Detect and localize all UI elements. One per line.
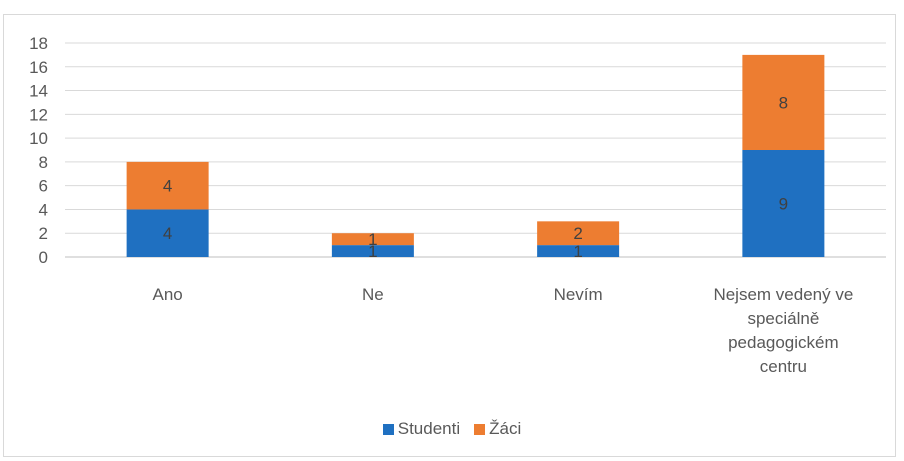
- y-tick-label: 18: [29, 34, 48, 53]
- legend-swatch-zaci: [474, 423, 486, 435]
- data-label: 2: [573, 224, 582, 243]
- category-label: pedagogickém: [728, 333, 839, 352]
- y-tick-label: 16: [29, 58, 48, 77]
- y-tick-label: 10: [29, 129, 48, 148]
- bar-studenti-1: [331, 245, 414, 257]
- category-label: centru: [760, 357, 807, 376]
- legend-label-zaci: Žáci: [489, 419, 522, 438]
- bar-ci-2: [537, 221, 620, 246]
- data-label: 1: [368, 242, 377, 261]
- data-label: 1: [368, 230, 377, 249]
- data-label: 4: [163, 177, 172, 196]
- y-tick-label: 12: [29, 105, 48, 124]
- y-tick-label: 2: [39, 224, 48, 243]
- legend: Studenti Žáci: [0, 419, 904, 439]
- bar-ci-3: [742, 54, 825, 151]
- category-label: Nevím: [554, 285, 603, 304]
- y-tick-label: 14: [29, 82, 48, 101]
- data-label: 8: [779, 93, 788, 112]
- bar-ci-0: [126, 161, 209, 210]
- data-label: 4: [163, 224, 172, 243]
- data-label: 9: [779, 195, 788, 214]
- category-label: Ne: [362, 285, 384, 304]
- bar-studenti-3: [742, 150, 825, 257]
- y-tick-label: 0: [39, 248, 48, 267]
- y-tick-label: 6: [39, 177, 48, 196]
- legend-swatch-studenti: [382, 423, 394, 435]
- bar-studenti-2: [537, 245, 620, 257]
- legend-label-studenti: Studenti: [397, 419, 461, 438]
- category-label: Ano: [153, 285, 183, 304]
- bar-studenti-0: [126, 209, 209, 257]
- legend-item-studenti: Studenti: [382, 419, 461, 439]
- data-label: 1: [573, 242, 582, 261]
- bar-ci-1: [331, 233, 414, 246]
- y-tick-label: 8: [39, 153, 48, 172]
- category-label: speciálně: [747, 309, 819, 328]
- y-tick-label: 4: [39, 200, 48, 219]
- legend-item-zaci: Žáci: [474, 419, 521, 439]
- category-label: Nejsem vedený ve: [713, 285, 853, 304]
